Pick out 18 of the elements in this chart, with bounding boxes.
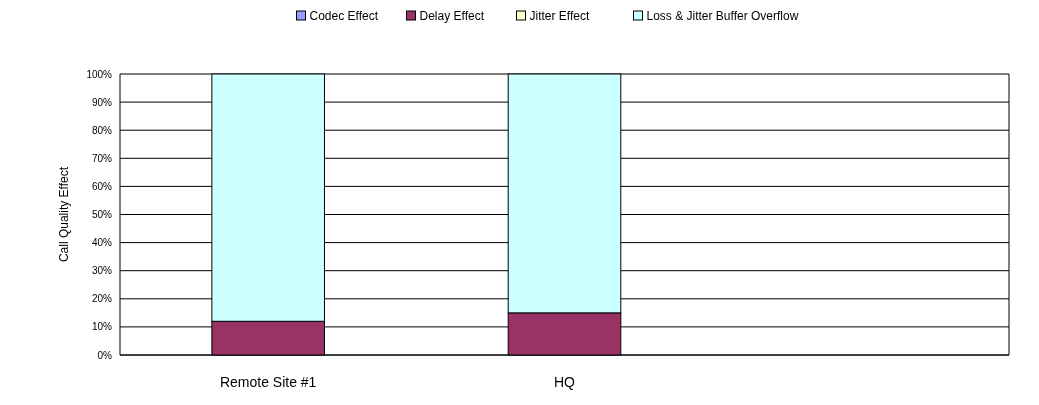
legend-label: Codec Effect	[309, 9, 379, 23]
y-tick-label: 0%	[97, 349, 113, 361]
x-tick-label: HQ	[554, 374, 576, 390]
y-tick-label: 30%	[91, 265, 113, 277]
y-tick-label: 80%	[91, 124, 113, 136]
y-tick-label: 50%	[91, 209, 113, 220]
x-tick-label: Remote Site #1	[219, 374, 317, 390]
y-tick-label: 100%	[86, 68, 113, 80]
legend-label: Delay Effect	[419, 9, 485, 23]
y-tick-label: 40%	[91, 237, 113, 249]
legend-label: Jitter Effect	[529, 9, 590, 23]
y-tick-label: 60%	[91, 180, 113, 192]
y-tick-label: 90%	[91, 96, 113, 108]
y-tick-label: 70%	[91, 152, 113, 164]
legend-label: Loss & Jitter Buffer Overflow	[646, 9, 799, 23]
y-tick-label: 10%	[91, 321, 113, 333]
y-axis-title: Call Quality Effect	[57, 166, 71, 263]
y-tick-label: 20%	[91, 293, 113, 305]
